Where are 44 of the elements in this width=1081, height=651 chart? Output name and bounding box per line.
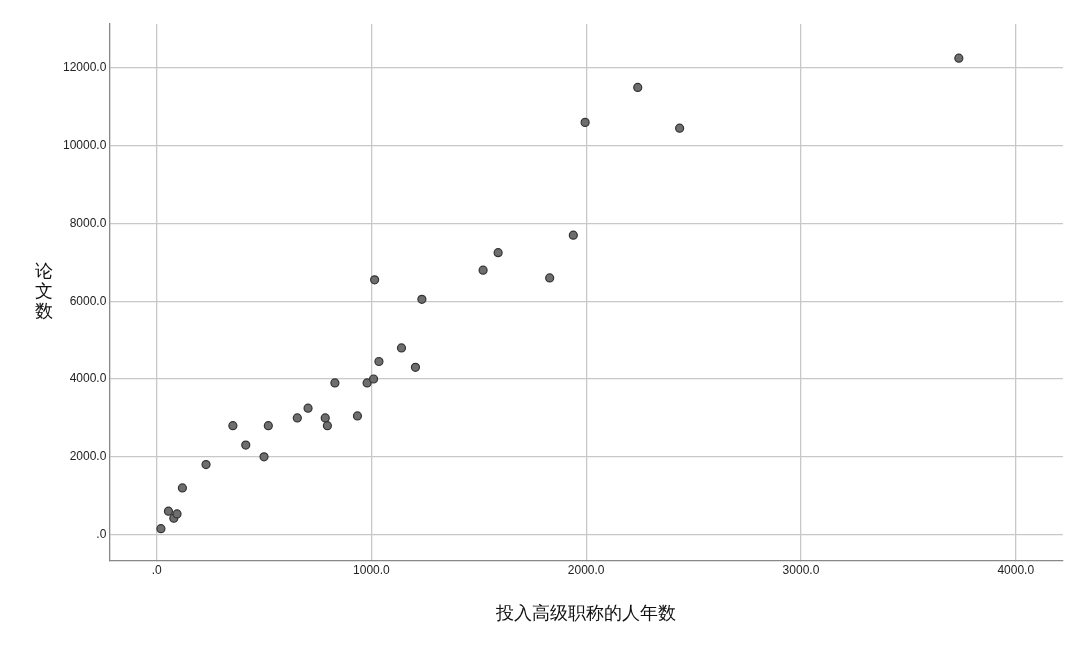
y-tick-label: 8000.0 bbox=[69, 215, 107, 230]
point bbox=[374, 356, 384, 367]
point bbox=[396, 343, 407, 353]
x-tick-label: .0 bbox=[151, 563, 162, 578]
point bbox=[362, 378, 372, 388]
point bbox=[303, 403, 313, 413]
y-tick-label: 10000.0 bbox=[62, 138, 107, 153]
point bbox=[568, 230, 578, 240]
y-tick-label: 4000.0 bbox=[69, 371, 107, 386]
point bbox=[352, 411, 363, 421]
point bbox=[172, 509, 182, 519]
point bbox=[156, 524, 166, 534]
point bbox=[580, 117, 590, 127]
y-axis-title: 论文数 bbox=[35, 259, 53, 321]
point bbox=[330, 378, 340, 388]
y-tick-label: .0 bbox=[96, 526, 107, 541]
point bbox=[417, 294, 427, 304]
point bbox=[493, 248, 503, 258]
y-tick-label: 12000.0 bbox=[62, 60, 107, 75]
point bbox=[545, 273, 555, 283]
point bbox=[478, 265, 488, 275]
point bbox=[954, 53, 964, 63]
point bbox=[410, 362, 421, 372]
point bbox=[322, 421, 332, 431]
point bbox=[675, 123, 685, 133]
y-tick-label: 2000.0 bbox=[69, 449, 107, 464]
point bbox=[263, 421, 273, 431]
y-tick-label: 6000.0 bbox=[69, 293, 107, 308]
point bbox=[368, 374, 379, 384]
point bbox=[259, 452, 269, 462]
point bbox=[241, 440, 251, 450]
point bbox=[292, 413, 302, 423]
point bbox=[177, 483, 187, 493]
x-axis-title: 投入高级职称的人年数 bbox=[495, 601, 677, 623]
point bbox=[201, 459, 211, 470]
x-tick-label: 1000.0 bbox=[353, 563, 391, 578]
x-tick-label: 2000.0 bbox=[567, 563, 605, 578]
x-tick-label: 3000.0 bbox=[782, 563, 820, 578]
x-tick-label: 4000.0 bbox=[997, 563, 1035, 578]
point bbox=[228, 421, 238, 431]
point bbox=[163, 506, 174, 516]
point bbox=[320, 413, 330, 423]
point bbox=[633, 82, 643, 92]
point bbox=[370, 275, 380, 285]
